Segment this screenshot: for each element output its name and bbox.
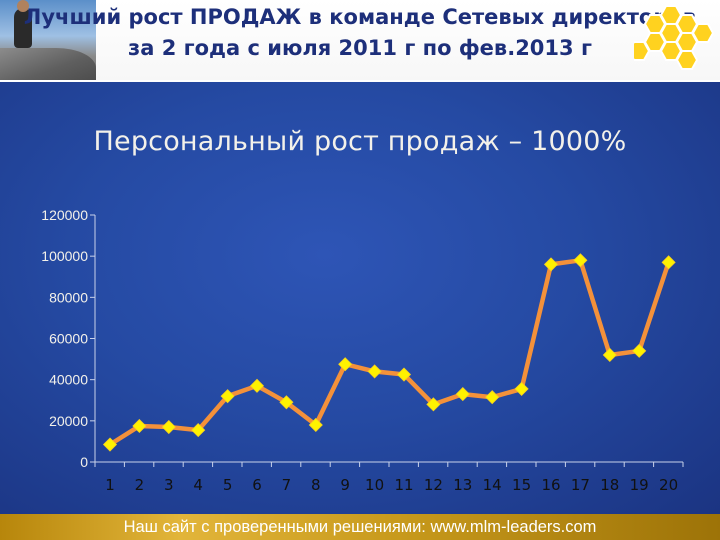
x-tick-label: 13 <box>453 476 472 494</box>
header-photo <box>0 0 96 80</box>
data-point-marker <box>455 387 470 402</box>
x-tick-label: 16 <box>541 476 560 494</box>
data-point-marker <box>191 423 206 438</box>
x-tick-label: 3 <box>164 476 174 494</box>
y-tick-label: 80000 <box>49 289 88 305</box>
rock-decoration <box>0 48 96 80</box>
data-point-marker <box>632 343 647 358</box>
series-line <box>107 258 671 447</box>
y-tick-label: 120000 <box>41 207 88 223</box>
footer-bar: Наш сайт с проверенными решениями: www.m… <box>0 514 720 540</box>
header: Лучший рост ПРОДАЖ в команде Сетевых дир… <box>0 0 720 80</box>
y-tick-label: 20000 <box>49 413 88 429</box>
x-tick-label: 11 <box>394 476 413 494</box>
x-tick-label: 10 <box>365 476 384 494</box>
data-point-marker <box>249 378 265 393</box>
x-tick-label: 2 <box>135 476 145 494</box>
y-tick-label: 40000 <box>49 372 88 388</box>
data-point-marker <box>367 364 382 379</box>
data-point-marker <box>543 257 559 272</box>
data-point-marker <box>308 417 323 433</box>
x-tick-label: 6 <box>252 476 262 494</box>
x-tick-label: 9 <box>340 476 350 494</box>
x-tick-label: 17 <box>571 476 590 494</box>
data-point-marker <box>338 357 353 372</box>
page-title: Лучший рост ПРОДАЖ в команде Сетевых дир… <box>0 2 720 64</box>
data-point-marker <box>661 255 676 270</box>
chart-title: Персональный рост продаж – 1000% <box>93 126 627 157</box>
x-tick-label: 14 <box>483 476 502 494</box>
footer-text: Наш сайт с проверенными решениями: www.m… <box>123 518 597 536</box>
data-point-marker <box>220 389 235 404</box>
chart-area <box>0 82 720 514</box>
data-point-marker <box>602 347 617 363</box>
x-tick-label: 5 <box>223 476 233 494</box>
x-tick-label: 15 <box>512 476 531 494</box>
x-tick-label: 18 <box>600 476 619 494</box>
data-point-marker <box>485 390 500 405</box>
data-point-marker <box>102 437 118 452</box>
x-tick-label: 1 <box>105 476 115 494</box>
person-silhouette <box>14 8 32 48</box>
y-tick-label: 0 <box>80 454 88 470</box>
honeycomb-icon <box>634 5 714 70</box>
data-point-marker <box>279 395 294 410</box>
person-head <box>17 0 29 12</box>
data-point-marker <box>514 381 529 396</box>
y-tick-label: 60000 <box>49 331 88 347</box>
title-line-1: Лучший рост ПРОДАЖ в команде Сетевых дир… <box>23 5 697 29</box>
x-tick-label: 7 <box>282 476 292 494</box>
x-tick-label: 12 <box>424 476 443 494</box>
data-point-marker <box>161 419 176 435</box>
data-point-marker <box>396 367 412 382</box>
data-point-marker <box>426 397 441 412</box>
x-tick-label: 19 <box>630 476 649 494</box>
title-line-2: за 2 года с июля 2011 г по фев.2013 г <box>128 36 592 60</box>
data-point-marker <box>573 253 588 268</box>
data-point-marker <box>132 418 147 434</box>
x-tick-label: 20 <box>659 476 678 494</box>
x-tick-label: 8 <box>311 476 321 494</box>
x-tick-label: 4 <box>193 476 203 494</box>
y-tick-label: 100000 <box>41 248 88 264</box>
